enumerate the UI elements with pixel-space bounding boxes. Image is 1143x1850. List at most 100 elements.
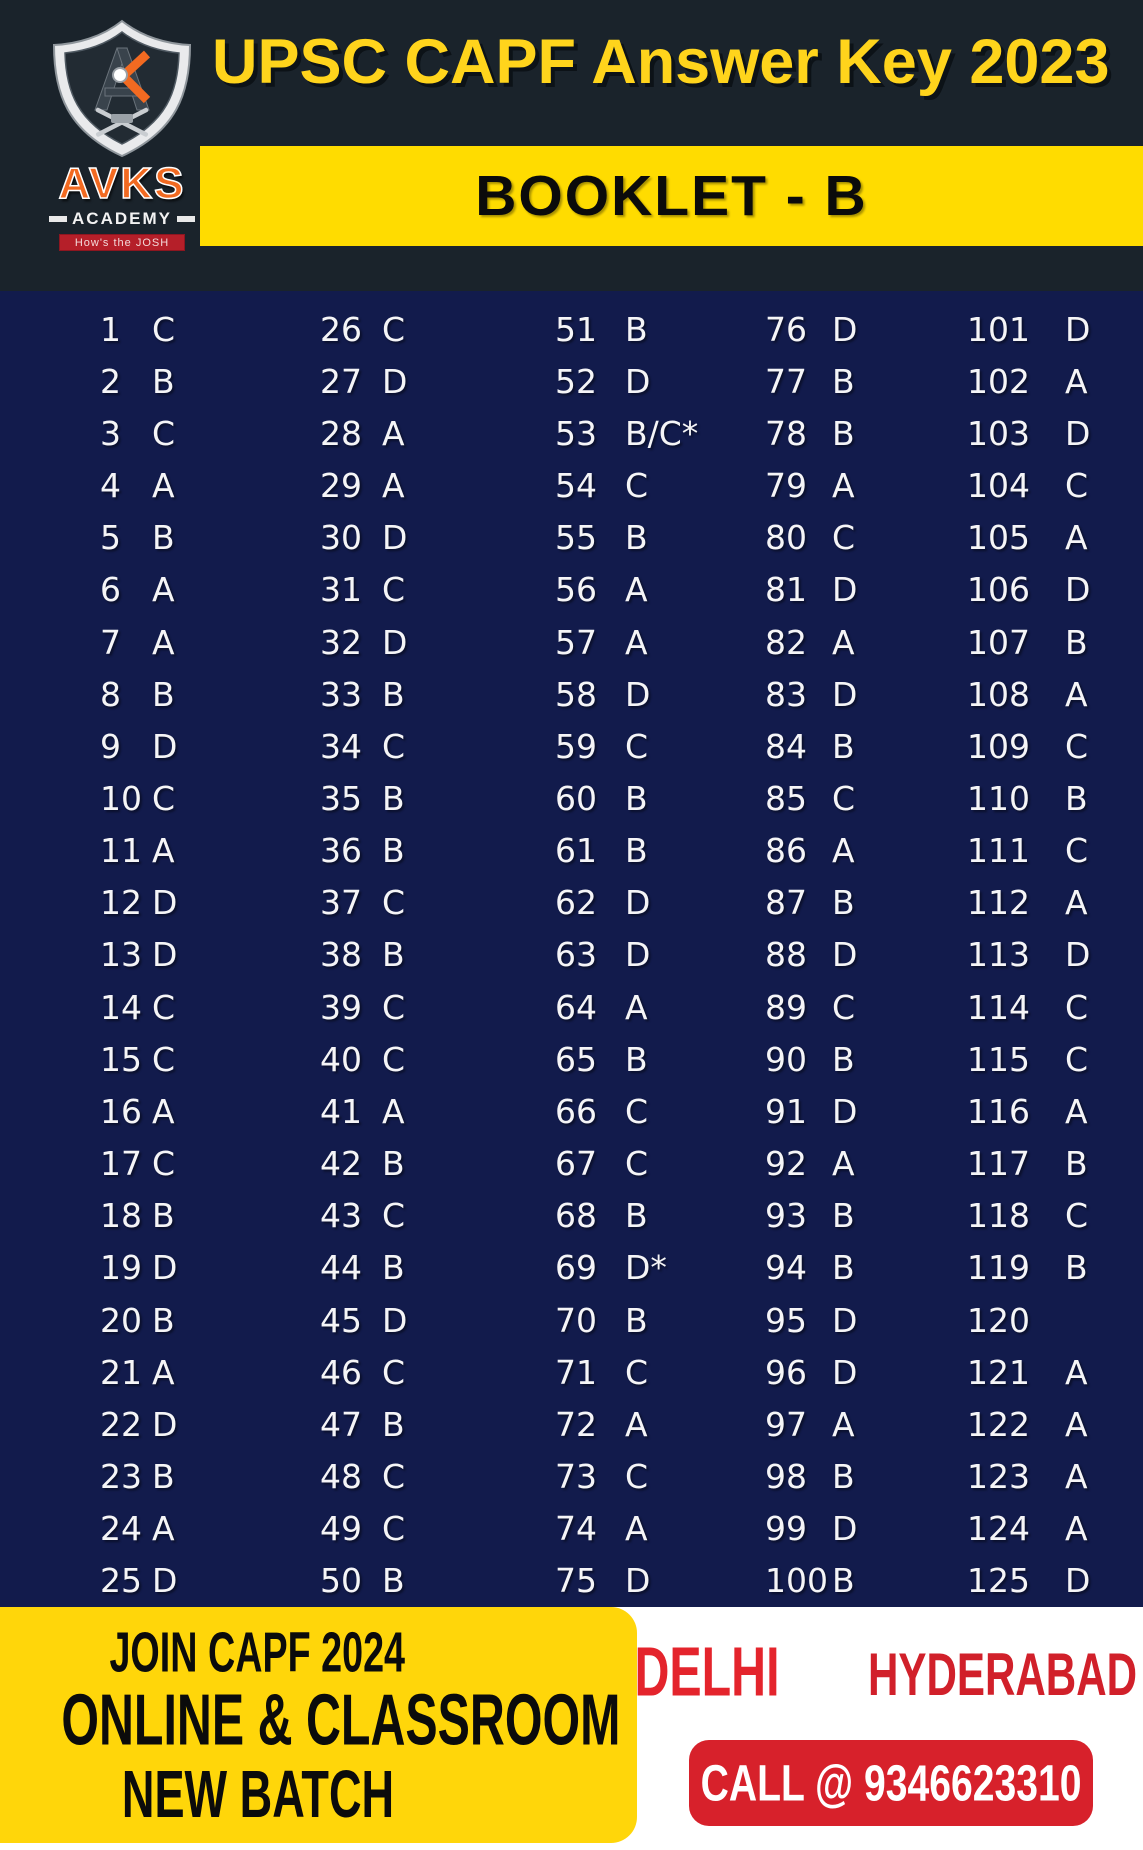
answer-row: 106 D bbox=[967, 564, 1143, 616]
answer-letter: A bbox=[832, 622, 855, 662]
city-delhi: DELHI bbox=[633, 1633, 780, 1712]
question-number: 87 bbox=[765, 883, 807, 923]
question-number: 104 bbox=[967, 466, 1030, 506]
answer-row: 34 C bbox=[320, 720, 555, 772]
answer-row: 88 D bbox=[765, 929, 967, 981]
answer-row: 62 D bbox=[555, 877, 765, 929]
answer-letter: C bbox=[382, 570, 406, 610]
question-number: 66 bbox=[555, 1091, 597, 1131]
answer-row: 55 B bbox=[555, 512, 765, 564]
answer-row: 20 B bbox=[100, 1294, 320, 1346]
question-number: 91 bbox=[765, 1091, 807, 1131]
answer-letter: C bbox=[152, 309, 176, 349]
question-number: 9 bbox=[100, 726, 121, 766]
answer-row: 95 D bbox=[765, 1294, 967, 1346]
question-number: 22 bbox=[100, 1404, 142, 1444]
answer-row: 81 D bbox=[765, 564, 967, 616]
question-number: 30 bbox=[320, 518, 362, 558]
question-number: 48 bbox=[320, 1457, 362, 1497]
answer-letter: A bbox=[625, 987, 648, 1027]
question-number: 60 bbox=[555, 778, 597, 818]
answer-row: 69 D* bbox=[555, 1242, 765, 1294]
answer-letter: A bbox=[152, 1509, 175, 1549]
answer-row: 104 C bbox=[967, 459, 1143, 511]
question-number: 122 bbox=[967, 1404, 1030, 1444]
question-number: 29 bbox=[320, 466, 362, 506]
question-number: 65 bbox=[555, 1039, 597, 1079]
answer-letter: A bbox=[382, 413, 405, 453]
answer-letter: B bbox=[625, 1300, 648, 1340]
answer-row: 124 A bbox=[967, 1503, 1143, 1555]
answer-row: 120 bbox=[967, 1294, 1143, 1346]
answer-row: 19 D bbox=[100, 1242, 320, 1294]
question-number: 116 bbox=[967, 1091, 1030, 1131]
question-number: 55 bbox=[555, 518, 597, 558]
answer-letter: A bbox=[1065, 674, 1088, 714]
answer-column-4: 76 D 77 B 78 B 79 A 80 C 81 D 82 A 83 D 84 B 85 C 86 A 87 B 88 D 8… bbox=[765, 303, 967, 1607]
answer-letter: C bbox=[152, 413, 176, 453]
question-number: 33 bbox=[320, 674, 362, 714]
answer-letter: A bbox=[152, 831, 175, 871]
question-number: 100 bbox=[765, 1561, 828, 1601]
question-number: 102 bbox=[967, 361, 1030, 401]
question-number: 44 bbox=[320, 1248, 362, 1288]
answer-row: 37 C bbox=[320, 877, 555, 929]
answer-row: 30 D bbox=[320, 512, 555, 564]
answer-letter: A bbox=[625, 1404, 648, 1444]
question-number: 105 bbox=[967, 518, 1030, 558]
call-label: CALL @ 9346623310 bbox=[700, 1754, 1082, 1812]
answer-letter: D bbox=[382, 518, 408, 558]
logo-subtitle: ACADEMY bbox=[72, 209, 172, 228]
question-number: 118 bbox=[967, 1196, 1030, 1236]
answer-column-3: 51 B 52 D 53 B/C* 54 C 55 B 56 A 57 A 58 D 59 C 60 B 61 B 62 D 6… bbox=[555, 303, 765, 1607]
answer-row: 10 C bbox=[100, 772, 320, 824]
answer-letter: D bbox=[152, 1561, 178, 1601]
answer-row: 44 B bbox=[320, 1242, 555, 1294]
question-number: 54 bbox=[555, 466, 597, 506]
question-number: 109 bbox=[967, 726, 1030, 766]
question-number: 25 bbox=[100, 1561, 142, 1601]
question-number: 42 bbox=[320, 1144, 362, 1184]
answer-row: 21 A bbox=[100, 1346, 320, 1398]
join-line-1: JOIN CAPF 2024 bbox=[109, 1619, 406, 1684]
answer-letter: B bbox=[382, 1404, 405, 1444]
answer-letter: D bbox=[832, 935, 858, 975]
answer-letter: B bbox=[152, 361, 175, 401]
answer-letter: B bbox=[1065, 1144, 1088, 1184]
answer-row: 42 B bbox=[320, 1138, 555, 1190]
answer-letter: C bbox=[1065, 726, 1089, 766]
answer-letter: B bbox=[152, 1457, 175, 1497]
join-banner: JOIN CAPF 2024 ONLINE & CLASSROOM NEW BA… bbox=[0, 1607, 637, 1843]
answer-row: 116 A bbox=[967, 1085, 1143, 1137]
answer-letter: D bbox=[382, 622, 408, 662]
question-number: 75 bbox=[555, 1561, 597, 1601]
answer-letter: D bbox=[1065, 935, 1091, 975]
question-number: 13 bbox=[100, 935, 142, 975]
answer-row: 50 B bbox=[320, 1555, 555, 1607]
answer-letter: B bbox=[625, 1196, 648, 1236]
answer-row: 103 D bbox=[967, 407, 1143, 459]
question-number: 18 bbox=[100, 1196, 142, 1236]
answer-letter: D bbox=[832, 1509, 858, 1549]
footer: JOIN CAPF 2024 ONLINE & CLASSROOM NEW BA… bbox=[0, 1607, 1143, 1850]
answer-row: 92 A bbox=[765, 1138, 967, 1190]
answer-row: 102 A bbox=[967, 355, 1143, 407]
answer-row: 118 C bbox=[967, 1190, 1143, 1242]
answer-column-1: 1 C 2 B 3 C 4 A 5 B 6 A 7 A 8 B 9 D 10 C 11 A 12 D 13 D 14 C 15 C 16 A 1… bbox=[100, 303, 320, 1607]
answer-letter: C bbox=[625, 1091, 649, 1131]
question-number: 53 bbox=[555, 413, 597, 453]
answer-letter: A bbox=[152, 570, 175, 610]
answer-row: 56 A bbox=[555, 564, 765, 616]
question-number: 93 bbox=[765, 1196, 807, 1236]
question-number: 84 bbox=[765, 726, 807, 766]
question-number: 96 bbox=[765, 1352, 807, 1392]
question-number: 20 bbox=[100, 1300, 142, 1340]
answer-row: 98 B bbox=[765, 1450, 967, 1502]
answer-row: 51 B bbox=[555, 303, 765, 355]
logo-subtitle-row: ACADEMY bbox=[44, 209, 200, 229]
answer-letter: A bbox=[1065, 1509, 1088, 1549]
question-number: 40 bbox=[320, 1039, 362, 1079]
